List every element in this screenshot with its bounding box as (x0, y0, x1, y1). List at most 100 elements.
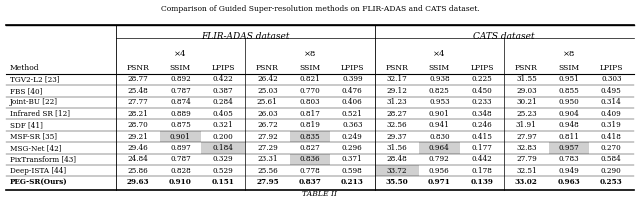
Text: 0.875: 0.875 (170, 121, 191, 129)
Text: 0.598: 0.598 (342, 167, 363, 175)
Text: MSF-SR [35]: MSF-SR [35] (10, 133, 56, 141)
Bar (200, 142, 245, 154)
Text: 0.904: 0.904 (559, 110, 579, 118)
Text: 26.42: 26.42 (257, 75, 278, 83)
Text: PSNR: PSNR (127, 64, 149, 72)
Text: 0.422: 0.422 (212, 75, 233, 83)
Text: 0.418: 0.418 (601, 133, 622, 141)
Text: 28.77: 28.77 (127, 75, 148, 83)
Text: SSIM: SSIM (558, 64, 579, 72)
Text: 0.836: 0.836 (300, 155, 320, 163)
Text: 0.948: 0.948 (559, 121, 579, 129)
Text: 0.253: 0.253 (600, 178, 623, 186)
Text: 32.56: 32.56 (387, 121, 407, 129)
Text: 0.837: 0.837 (298, 178, 321, 186)
Text: 27.97: 27.97 (516, 133, 537, 141)
Text: FLIR-ADAS dataset: FLIR-ADAS dataset (201, 32, 289, 41)
Text: 0.329: 0.329 (212, 155, 233, 163)
Text: 0.363: 0.363 (342, 121, 363, 129)
Text: 0.213: 0.213 (341, 178, 364, 186)
Text: 0.476: 0.476 (342, 87, 363, 95)
Text: TGV2-L2 [23]: TGV2-L2 [23] (10, 75, 59, 83)
Text: 31.56: 31.56 (387, 144, 407, 152)
Text: 0.178: 0.178 (472, 167, 492, 175)
Text: 0.953: 0.953 (429, 98, 450, 106)
Text: 35.50: 35.50 (385, 178, 408, 186)
Text: 28.27: 28.27 (387, 110, 407, 118)
Text: 0.830: 0.830 (429, 133, 450, 141)
Text: 0.495: 0.495 (601, 87, 621, 95)
Text: ×4: ×4 (174, 50, 187, 58)
Text: 27.77: 27.77 (127, 98, 148, 106)
Text: 26.72: 26.72 (257, 121, 278, 129)
Text: 0.225: 0.225 (472, 75, 492, 83)
Text: 0.405: 0.405 (212, 110, 233, 118)
Text: 0.184: 0.184 (212, 144, 234, 152)
Text: 0.151: 0.151 (211, 178, 234, 186)
Text: 0.889: 0.889 (170, 110, 191, 118)
Text: 0.371: 0.371 (342, 155, 363, 163)
Text: 0.941: 0.941 (429, 121, 450, 129)
Text: FBS [40]: FBS [40] (10, 87, 42, 95)
Text: 0.249: 0.249 (342, 133, 363, 141)
Text: 0.521: 0.521 (342, 110, 363, 118)
Text: 0.290: 0.290 (601, 167, 621, 175)
Text: SSIM: SSIM (429, 64, 450, 72)
Text: 29.46: 29.46 (127, 144, 148, 152)
Text: 0.855: 0.855 (559, 87, 579, 95)
Text: 33.72: 33.72 (387, 167, 407, 175)
Text: 23.31: 23.31 (257, 155, 278, 163)
Text: Deep-ISTA [44]: Deep-ISTA [44] (10, 167, 66, 175)
Text: 0.892: 0.892 (170, 75, 191, 83)
Text: 0.971: 0.971 (428, 178, 451, 186)
Text: 0.406: 0.406 (342, 98, 363, 106)
Text: 29.03: 29.03 (516, 87, 537, 95)
Text: 0.296: 0.296 (342, 144, 363, 152)
Text: 0.770: 0.770 (300, 87, 320, 95)
Bar (290, 131, 330, 142)
Text: LPIPS: LPIPS (211, 64, 235, 72)
Text: 0.828: 0.828 (170, 167, 191, 175)
Text: 0.348: 0.348 (472, 110, 492, 118)
Text: 0.303: 0.303 (601, 75, 621, 83)
Text: PSNR: PSNR (515, 64, 538, 72)
Text: 29.37: 29.37 (387, 133, 407, 141)
Text: 0.319: 0.319 (601, 121, 621, 129)
Text: PSNR: PSNR (256, 64, 279, 72)
Text: ×8: ×8 (304, 50, 316, 58)
Text: 0.897: 0.897 (170, 144, 191, 152)
Text: 25.03: 25.03 (257, 87, 278, 95)
Text: 28.21: 28.21 (127, 110, 148, 118)
Text: 0.817: 0.817 (300, 110, 321, 118)
Text: 28.70: 28.70 (127, 121, 148, 129)
Text: 0.415: 0.415 (472, 133, 492, 141)
Text: 0.949: 0.949 (559, 167, 579, 175)
Text: 33.02: 33.02 (515, 178, 538, 186)
Text: LPIPS: LPIPS (470, 64, 493, 72)
Text: 0.177: 0.177 (472, 144, 492, 152)
Text: 0.584: 0.584 (601, 155, 621, 163)
Text: 0.910: 0.910 (169, 178, 192, 186)
Text: 0.901: 0.901 (170, 133, 191, 141)
Text: 25.23: 25.23 (516, 110, 537, 118)
Text: SSIM: SSIM (170, 64, 191, 72)
Text: ×8: ×8 (563, 50, 575, 58)
Text: 25.48: 25.48 (127, 87, 148, 95)
Text: 27.92: 27.92 (257, 133, 278, 141)
Text: 0.963: 0.963 (557, 178, 580, 186)
Text: 28.48: 28.48 (387, 155, 407, 163)
Text: 27.29: 27.29 (257, 144, 278, 152)
Text: 0.964: 0.964 (429, 144, 450, 152)
Bar (160, 131, 200, 142)
Bar (419, 142, 460, 154)
Bar (548, 142, 589, 154)
Text: 32.83: 32.83 (516, 144, 536, 152)
Text: 0.409: 0.409 (601, 110, 621, 118)
Text: PSNR: PSNR (385, 64, 408, 72)
Text: Infrared SR [12]: Infrared SR [12] (10, 110, 70, 118)
Text: 0.787: 0.787 (170, 155, 191, 163)
Text: 0.938: 0.938 (429, 75, 450, 83)
Text: 0.819: 0.819 (300, 121, 321, 129)
Text: 0.827: 0.827 (300, 144, 320, 152)
Text: 31.23: 31.23 (387, 98, 407, 106)
